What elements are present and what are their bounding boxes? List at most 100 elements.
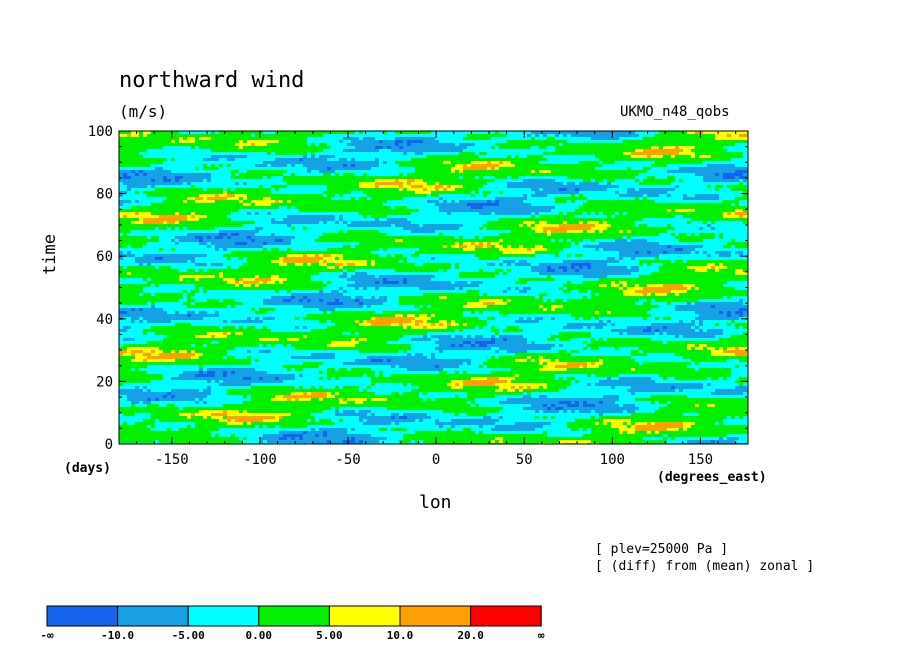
field-cell [391, 197, 396, 201]
field-cell [623, 161, 628, 165]
field-cell [291, 221, 296, 225]
field-cell [295, 170, 300, 174]
field-cell [695, 200, 700, 204]
field-cell [215, 137, 220, 141]
field-cell [311, 206, 316, 210]
field-cell [487, 173, 492, 177]
field-cell [495, 197, 500, 201]
field-cell [579, 158, 584, 162]
field-cell [311, 158, 316, 162]
field-cell [347, 167, 352, 171]
field-cell [207, 140, 212, 144]
field-cell [619, 131, 624, 135]
field-cell [135, 167, 140, 171]
field-cell [715, 149, 720, 153]
field-cell [263, 170, 268, 174]
field-cell [463, 161, 468, 165]
field-cell [171, 224, 176, 228]
field-cell [223, 221, 228, 225]
field-cell [703, 212, 708, 216]
field-cell [739, 164, 744, 168]
field-cell [167, 203, 172, 207]
field-cell [651, 191, 656, 195]
field-cell [519, 212, 524, 216]
field-cell [567, 167, 572, 171]
field-cell [283, 185, 288, 189]
field-cell [475, 173, 480, 177]
field-cell [639, 188, 644, 192]
field-cell [239, 206, 244, 210]
field-cell [483, 170, 488, 174]
field-cell [503, 191, 508, 195]
field-cell [211, 206, 216, 210]
field-cell [363, 140, 368, 144]
field-cell [543, 140, 548, 144]
field-cell [167, 185, 172, 189]
field-cell [419, 158, 424, 162]
field-cell [175, 209, 180, 213]
field-cell [203, 215, 208, 219]
field-cell [431, 179, 436, 183]
field-cell [687, 182, 692, 186]
field-cell [187, 140, 192, 144]
field-cell [543, 215, 548, 219]
field-cell [423, 194, 428, 198]
field-cell [327, 134, 332, 138]
field-cell [567, 155, 572, 159]
field-cell [223, 158, 228, 162]
field-cell [251, 209, 256, 213]
field-cell [611, 182, 616, 186]
field-cell [159, 149, 164, 153]
field-cell [483, 209, 488, 213]
field-cell [739, 167, 744, 171]
field-cell [711, 152, 716, 156]
field-cell [635, 170, 640, 174]
field-cell [479, 203, 484, 207]
field-cell [219, 140, 224, 144]
field-cell [699, 206, 704, 210]
field-cell [719, 143, 724, 147]
field-cell [327, 221, 332, 225]
field-cell [567, 188, 572, 192]
field-cell [235, 176, 240, 180]
field-cell [727, 209, 732, 213]
field-cell [723, 161, 728, 165]
field-cell [255, 203, 260, 207]
field-cell [407, 215, 412, 219]
field-cell [355, 221, 360, 225]
field-cell [351, 188, 356, 192]
field-cell [615, 137, 620, 141]
field-cell [491, 179, 496, 183]
field-cell [147, 215, 152, 219]
field-cell [563, 161, 568, 165]
field-cell [719, 191, 724, 195]
field-cell [387, 221, 392, 225]
field-cell [171, 146, 176, 150]
field-cell [691, 212, 696, 216]
field-cell [471, 203, 476, 207]
field-cell [555, 137, 560, 141]
field-cell [331, 218, 336, 222]
field-cell [463, 146, 468, 150]
field-cell [503, 143, 508, 147]
field-cell [139, 158, 144, 162]
field-cell [355, 206, 360, 210]
field-cell [491, 200, 496, 204]
field-cell [611, 146, 616, 150]
field-cell [527, 146, 532, 150]
field-cell [159, 176, 164, 180]
field-cell [355, 209, 360, 213]
field-cell [591, 221, 596, 225]
field-cell [143, 200, 148, 204]
field-cell [391, 212, 396, 216]
field-cell [275, 146, 280, 150]
field-cell [223, 194, 228, 198]
field-cell [703, 143, 708, 147]
field-cell [119, 212, 124, 216]
field-cell [175, 194, 180, 198]
field-cell [419, 179, 424, 183]
field-cell [215, 224, 220, 228]
field-cell [275, 209, 280, 213]
field-cell [319, 164, 324, 168]
field-cell [483, 206, 488, 210]
